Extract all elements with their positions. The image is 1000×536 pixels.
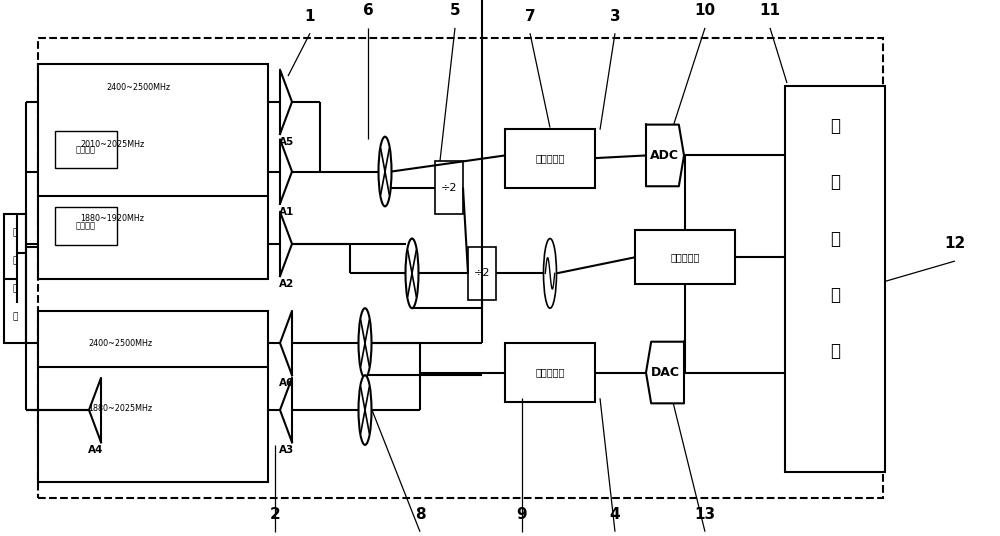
Polygon shape bbox=[280, 70, 292, 134]
Text: A4: A4 bbox=[88, 445, 104, 455]
Circle shape bbox=[358, 308, 372, 378]
Polygon shape bbox=[280, 139, 292, 204]
Text: 关: 关 bbox=[12, 312, 18, 321]
Text: 接收滤波器: 接收滤波器 bbox=[535, 153, 565, 163]
Text: 8: 8 bbox=[415, 507, 425, 522]
Text: 器: 器 bbox=[830, 342, 840, 360]
Text: 线: 线 bbox=[12, 257, 18, 265]
Text: DAC: DAC bbox=[651, 366, 680, 379]
Circle shape bbox=[406, 239, 418, 308]
Text: 1880~1920MHz: 1880~1920MHz bbox=[80, 214, 144, 223]
Text: 3: 3 bbox=[610, 9, 620, 24]
Text: A3: A3 bbox=[279, 445, 295, 455]
Bar bbox=[55, 131, 117, 168]
Circle shape bbox=[544, 239, 556, 308]
Text: 13: 13 bbox=[694, 507, 716, 522]
Text: 号: 号 bbox=[830, 173, 840, 191]
Text: ÷2: ÷2 bbox=[441, 183, 457, 192]
Bar bbox=[635, 230, 735, 284]
Polygon shape bbox=[89, 378, 101, 442]
Polygon shape bbox=[280, 378, 292, 442]
Polygon shape bbox=[280, 212, 292, 276]
Bar bbox=[4, 214, 26, 343]
Text: ÷2: ÷2 bbox=[474, 269, 490, 278]
Text: 1880~2025MHz: 1880~2025MHz bbox=[88, 404, 152, 413]
Text: 处: 处 bbox=[830, 229, 840, 248]
Polygon shape bbox=[646, 125, 684, 187]
Text: ADC: ADC bbox=[650, 149, 679, 162]
Text: 2010~2025MHz: 2010~2025MHz bbox=[80, 140, 144, 149]
Text: 11: 11 bbox=[760, 3, 780, 18]
Bar bbox=[468, 247, 496, 300]
Text: 1: 1 bbox=[305, 9, 315, 24]
Text: 2400~2500MHz: 2400~2500MHz bbox=[106, 83, 170, 92]
Text: 10: 10 bbox=[694, 3, 716, 18]
Text: 发射滤波器: 发射滤波器 bbox=[535, 368, 565, 377]
Circle shape bbox=[358, 375, 372, 445]
Bar bbox=[785, 86, 885, 472]
Text: 片外滤波: 片外滤波 bbox=[76, 222, 96, 230]
Bar bbox=[38, 311, 268, 482]
Text: 5: 5 bbox=[450, 3, 460, 18]
Bar bbox=[55, 207, 117, 245]
Text: 片外滤波: 片外滤波 bbox=[76, 145, 96, 154]
Text: A1: A1 bbox=[279, 207, 295, 217]
Text: 12: 12 bbox=[944, 236, 966, 251]
Text: A2: A2 bbox=[279, 279, 295, 289]
Text: 频率合成器: 频率合成器 bbox=[670, 252, 700, 262]
Bar bbox=[435, 161, 463, 214]
Text: 6: 6 bbox=[363, 3, 373, 18]
Bar bbox=[505, 343, 595, 402]
Text: A6: A6 bbox=[279, 378, 295, 388]
Text: A5: A5 bbox=[279, 137, 295, 147]
Circle shape bbox=[378, 137, 392, 206]
Text: 信: 信 bbox=[830, 117, 840, 135]
Polygon shape bbox=[646, 342, 684, 403]
Text: 2: 2 bbox=[270, 507, 280, 522]
Text: 理: 理 bbox=[830, 286, 840, 304]
Bar bbox=[38, 64, 268, 279]
Bar bbox=[38, 38, 883, 498]
Text: 2400~2500MHz: 2400~2500MHz bbox=[88, 339, 152, 347]
Text: 4: 4 bbox=[610, 507, 620, 522]
Polygon shape bbox=[280, 311, 292, 375]
Text: 9: 9 bbox=[517, 507, 527, 522]
Bar bbox=[505, 129, 595, 188]
Text: 天: 天 bbox=[12, 229, 18, 237]
Text: 开: 开 bbox=[12, 285, 18, 293]
Text: 7: 7 bbox=[525, 9, 535, 24]
